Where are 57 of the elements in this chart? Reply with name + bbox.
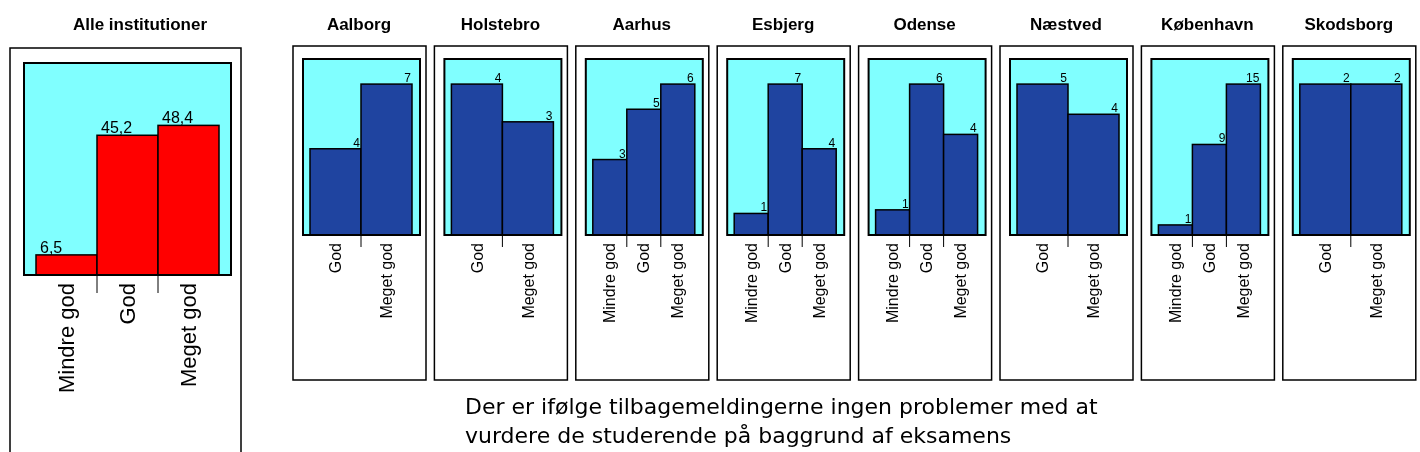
x-tick-label: Meget god <box>519 243 537 319</box>
data-label: 1 <box>1184 211 1192 226</box>
data-label: 4 <box>1111 101 1119 116</box>
x-tick-label: Meget god <box>952 243 970 319</box>
x-tick-label: God <box>327 243 345 274</box>
x-tick-label: God <box>1316 243 1334 274</box>
x-tick-label: Mindre god <box>742 243 760 324</box>
x-tick-label: God <box>468 243 486 274</box>
data-label: 6 <box>935 71 943 86</box>
text: Der er ifølge tilbagemeldingerne ingen problemer med at <box>465 394 1099 419</box>
x-tick-label: God <box>918 243 936 274</box>
data-label: 5 <box>1060 71 1068 86</box>
x-tick-label: God <box>635 243 653 274</box>
data-label: 1 <box>760 200 768 215</box>
x-tick-label: Meget god <box>378 243 396 319</box>
x-tick-label: Meget god <box>176 283 202 387</box>
text: vurdere de studerende på baggrund af eksamens <box>465 423 1012 448</box>
chart-title: Alle institutioner <box>72 15 208 34</box>
data-label: 15 <box>1246 71 1260 86</box>
data-label: 45,2 <box>101 119 133 137</box>
chart-title: Næstved <box>1030 15 1102 34</box>
x-tick-label: God <box>1034 243 1052 274</box>
data-label: 7 <box>794 71 802 86</box>
data-label: 3 <box>545 108 553 123</box>
data-label: 7 <box>404 71 412 86</box>
x-tick-label: Meget god <box>1085 243 1103 319</box>
data-label: 5 <box>653 96 661 111</box>
data-label: 48,4 <box>162 109 194 127</box>
chart-title: Aarhus <box>612 15 672 34</box>
chart-title: København <box>1161 15 1254 34</box>
data-label: 2 <box>1394 71 1402 86</box>
x-tick-label: Mindre god <box>884 243 902 324</box>
x-tick-label: God <box>115 283 141 325</box>
x-tick-label: Mindre god <box>1167 243 1184 324</box>
data-label: 4 <box>353 135 361 150</box>
x-tick-label: Mindre god <box>601 243 619 324</box>
x-tick-label: Meget god <box>669 243 687 319</box>
x-tick-label: Meget god <box>1367 243 1385 319</box>
data-label: 9 <box>1218 131 1226 146</box>
x-tick-label: God <box>776 243 794 274</box>
x-tick-label: Meget god <box>810 243 828 319</box>
data-label: 3 <box>619 146 627 161</box>
x-tick-label: Mindre god <box>54 283 80 394</box>
data-label: 4 <box>828 135 836 150</box>
chart-title: Odense <box>893 15 956 34</box>
data-label: 1 <box>901 196 909 211</box>
data-label: 6,5 <box>40 238 63 256</box>
chart-title: Aalborg <box>326 15 392 34</box>
x-tick-label: God <box>1201 243 1218 274</box>
x-tick-label: Meget god <box>1235 243 1252 319</box>
chart-title: Esbjerg <box>752 15 815 34</box>
data-label: 4 <box>969 121 977 136</box>
data-label: 6 <box>687 71 695 86</box>
data-label: 4 <box>494 71 502 86</box>
chart-title: Skodsborg <box>1304 15 1394 34</box>
data-label: 2 <box>1343 71 1351 86</box>
chart-title: Holstebro <box>460 15 541 34</box>
